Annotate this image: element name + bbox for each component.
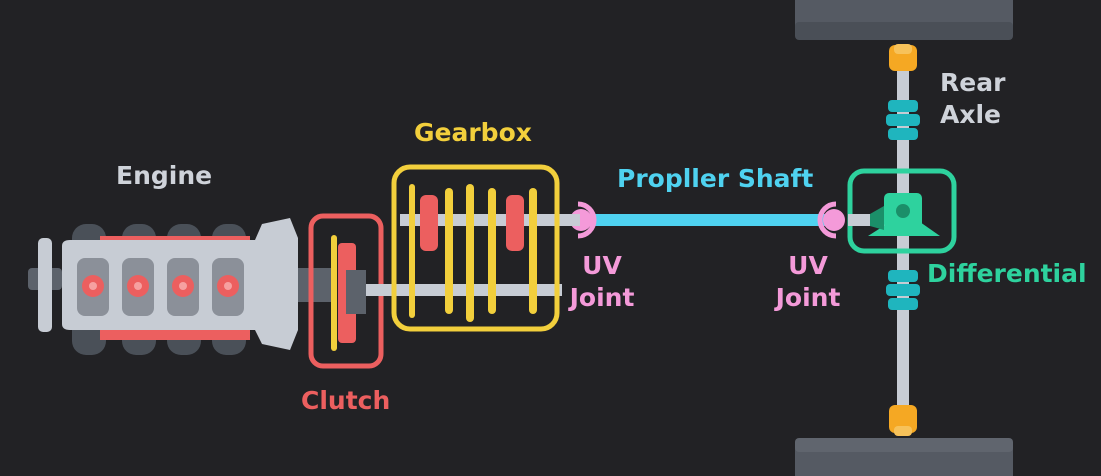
uv-joint-left-line2: Joint (569, 283, 635, 312)
propeller-shaft-label: Propller Shaft (617, 164, 814, 193)
uv-joint-right-graphic (817, 201, 845, 239)
gearbox-label: Gearbox (414, 118, 532, 147)
rear-wheel-bottom (795, 438, 1013, 476)
engine-block (28, 218, 298, 355)
propeller-shaft (590, 214, 832, 226)
uv-joint-left-line1: UV (582, 251, 622, 280)
uv-joint-right-line2: Joint (775, 283, 841, 312)
engine-label: Engine (116, 161, 213, 190)
rear-axle-shaft (886, 44, 920, 436)
rear-axle-line2: Axle (940, 100, 1001, 129)
differential-label: Differential (927, 259, 1087, 288)
gearbox-assembly (391, 164, 560, 332)
clutch-label: Clutch (301, 386, 391, 415)
rear-wheel-top (795, 0, 1013, 40)
uv-joint-right-line1: UV (788, 251, 828, 280)
differential-housing (847, 168, 957, 254)
uv-joint-left-label: UV Joint (566, 250, 638, 314)
uv-joint-right-label: UV Joint (770, 250, 846, 314)
rear-axle-label: Rear Axle (940, 67, 1005, 131)
rear-axle-line1: Rear (940, 68, 1006, 97)
